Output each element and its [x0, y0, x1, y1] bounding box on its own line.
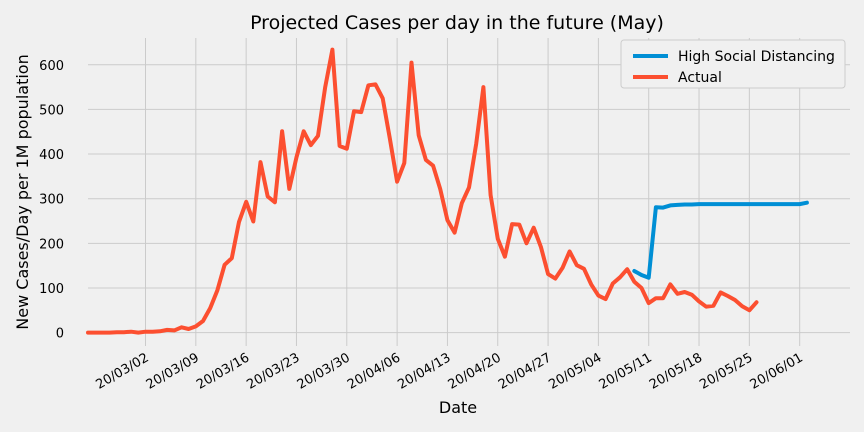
series-line-high-social-distancing — [632, 200, 809, 280]
x-tick-label: 20/05/25 — [697, 350, 755, 392]
x-axis-title: Date — [439, 398, 477, 417]
x-tick-label: 20/04/27 — [496, 350, 554, 392]
x-tick-label: 20/03/30 — [295, 350, 353, 392]
legend-label: High Social Distancing — [678, 49, 835, 65]
y-axis-title: New Cases/Day per 1M population — [13, 54, 32, 329]
series-lines — [86, 47, 809, 335]
x-tick-label: 20/04/06 — [345, 350, 403, 392]
x-tick-label: 20/03/02 — [93, 350, 151, 392]
x-tick-label: 20/05/11 — [597, 350, 655, 392]
y-tick-label: 600 — [39, 59, 64, 74]
x-tick-label: 20/04/20 — [446, 350, 504, 392]
series-line-actual — [86, 47, 759, 335]
x-tick-label: 20/03/23 — [244, 350, 302, 392]
x-tick-label: 20/06/01 — [748, 350, 806, 392]
x-tick-label: 20/05/04 — [546, 350, 604, 392]
x-tick-label: 20/03/09 — [144, 350, 202, 392]
x-axis-ticks: 20/03/0220/03/0920/03/1620/03/2320/03/30… — [93, 350, 805, 392]
legend-box — [620, 39, 846, 89]
y-tick-label: 0 — [56, 327, 64, 342]
x-tick-label: 20/05/18 — [647, 350, 705, 392]
legend-label: Actual — [678, 70, 722, 86]
y-tick-label: 500 — [39, 103, 64, 118]
grid — [88, 38, 850, 346]
y-tick-label: 300 — [39, 193, 64, 208]
y-tick-label: 200 — [39, 237, 64, 252]
x-tick-label: 20/03/16 — [194, 350, 252, 392]
y-tick-label: 100 — [39, 282, 64, 297]
y-tick-label: 400 — [39, 148, 64, 163]
y-axis-ticks: 0 100 200 300 400 500 600 — [39, 59, 64, 342]
chart-title: Projected Cases per day in the future (M… — [250, 12, 664, 34]
legend: High Social Distancing Actual — [620, 39, 846, 89]
x-tick-label: 20/04/13 — [395, 350, 453, 392]
